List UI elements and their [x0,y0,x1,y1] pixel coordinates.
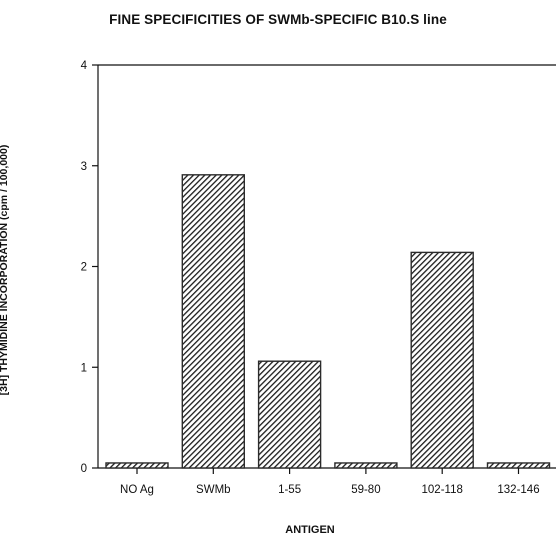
bars [105,174,551,469]
y-tick-label: 0 [81,463,87,475]
x-axis-label: ANTIGEN [285,524,335,536]
bar [486,462,551,469]
x-tick-label: SWMb [196,484,231,496]
x-tick-label: 132-146 [497,484,539,496]
bar [181,174,246,469]
x-tick-label: 102-118 [422,484,463,496]
bar [105,462,169,469]
y-tick-label: 3 [81,161,87,173]
x-tick-label: 1-55 [278,484,301,496]
bar [334,462,398,469]
y-tick-label: 2 [81,262,87,274]
x-tick-label: 59-80 [351,484,380,496]
y-tick-label: 4 [81,60,88,72]
ticks: 0 1 2 3 4 NO Ag SWMb 1-55 59-80 102-118 132-146 [81,60,540,496]
chart-title: FINE SPECIFICITIES OF SWMb-SPECIFIC B10.… [109,12,447,27]
bar [410,251,474,469]
x-tick-label: NO Ag [120,484,154,496]
axes [97,64,556,469]
bar [257,360,322,469]
y-tick-label: 1 [81,362,87,374]
